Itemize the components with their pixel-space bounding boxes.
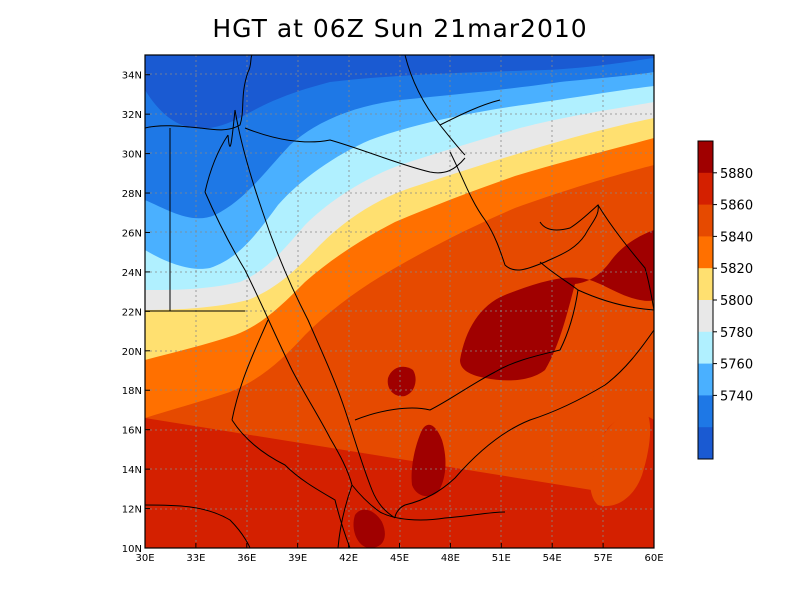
saudi-yemen-border (354, 289, 579, 421)
lat-tick-label: 26N (122, 228, 142, 239)
colorbar-swatch (698, 268, 713, 301)
colorbar-label: 5800 (720, 294, 753, 309)
contour-fills (145, 55, 654, 548)
arabian-sea-coast (394, 329, 654, 519)
lon-tick-label: 57E (594, 553, 613, 564)
colorbar-swatch (698, 172, 713, 206)
cell-5880-main (460, 230, 654, 381)
sinai (204, 109, 236, 193)
lat-tick-label: 16N (122, 426, 142, 437)
band-5880 (145, 414, 654, 548)
mediterranean-coast (145, 55, 253, 131)
lat-tick-label: 20N (122, 347, 142, 358)
sudan-ethiopia-border (231, 419, 351, 548)
lat-tick-label: 10N (122, 544, 142, 555)
colorbar-swatch (698, 141, 713, 174)
egypt-sudan-border (145, 310, 269, 421)
cell-5880-sw (353, 509, 385, 548)
lon-tick-label: 36E (237, 553, 256, 564)
cell-5880-small (387, 366, 416, 397)
colorbar-swatch (698, 300, 713, 333)
colorbar-label: 5820 (720, 262, 753, 277)
colorbar-swatch (698, 204, 713, 237)
lat-axis: 10N 12N 14N 16N 18N 20N 22N 24N 26N 28N 30N 32N 34N (122, 71, 150, 555)
oman-coast (597, 204, 654, 311)
colorbar-label: 5840 (720, 230, 753, 245)
lon-tick-label: 45E (390, 553, 409, 564)
sudan-south-border (145, 504, 251, 548)
lon-tick-label: 51E (492, 553, 511, 564)
lon-axis: 30E 33E 36E 39E 42E 45E 48E 51E 54E 57E 60E (135, 543, 664, 564)
saudi-jordan-iraq (244, 127, 466, 174)
lon-tick-label: 60E (644, 553, 663, 564)
colorbar-label: 5860 (720, 199, 753, 214)
colorbar-swatch (698, 236, 713, 269)
lat-tick-label: 34N (122, 71, 142, 82)
colorbar: 5880 5860 5840 5820 5800 5780 5760 5740 (697, 140, 753, 460)
colorbar-swatch (698, 395, 713, 428)
lon-tick-label: 48E (441, 553, 460, 564)
colorbar-swatch (698, 331, 713, 365)
lon-tick-label: 39E (288, 553, 307, 564)
colorbar-label: 5780 (720, 326, 753, 341)
colorbar-swatch (698, 427, 713, 460)
lon-tick-label: 42E (339, 553, 358, 564)
colorbar-label: 5740 (720, 389, 753, 404)
colorbar-label: 5880 (720, 167, 753, 182)
coastlines-borders (145, 55, 654, 548)
lat-tick-label: 24N (122, 268, 142, 279)
cell-5880-south (411, 424, 446, 497)
lat-tick-label: 18N (122, 386, 142, 397)
colorbar-swatch (698, 363, 713, 396)
lat-tick-label: 14N (122, 465, 142, 476)
lon-tick-label: 30E (135, 553, 154, 564)
gulf-coast (449, 151, 599, 271)
cell-5860-east (589, 409, 651, 507)
lat-tick-label: 30N (122, 150, 142, 161)
saudi-uae-oman (539, 261, 654, 311)
iraq-iran-border (404, 55, 501, 156)
lat-tick-label: 22N (122, 307, 142, 318)
horn-africa (337, 484, 506, 548)
lat-tick-label: 12N (122, 505, 142, 516)
map-title: HGT at 06Z Sun 21mar2010 (212, 14, 588, 43)
red-sea-east-coast (234, 109, 396, 519)
lat-tick-label: 32N (122, 110, 142, 121)
colorbar-label: 5760 (720, 358, 753, 373)
lon-tick-label: 54E (543, 553, 562, 564)
lon-tick-label: 33E (186, 553, 205, 564)
red-sea-west-coast (204, 191, 353, 486)
lat-tick-label: 28N (122, 189, 142, 200)
graticule (145, 55, 654, 548)
